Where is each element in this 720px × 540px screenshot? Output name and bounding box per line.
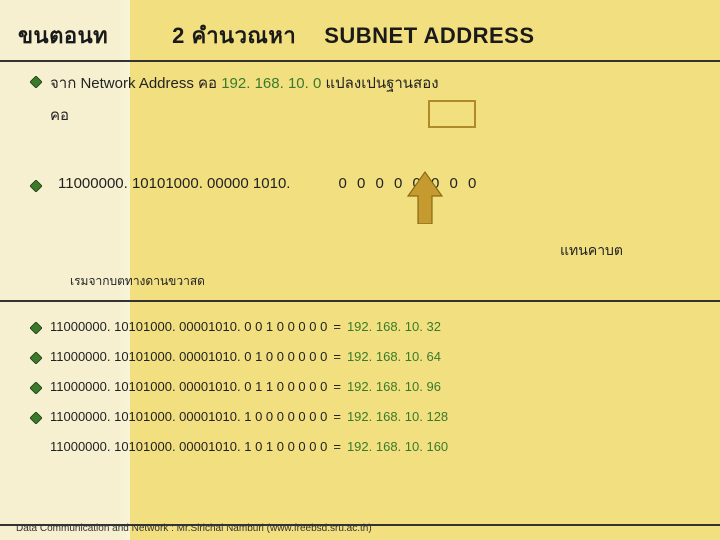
calc-row-3: 11000000. 10101000. 00001010. 1 0 0 0 0 … — [30, 408, 700, 424]
binary-row: 11000000. 10101000. 00000 1010. 0 0 0 0 … — [30, 172, 690, 196]
note-right: แทนคาบต — [560, 240, 623, 262]
calc-bin-1: 11000000. 10101000. 00001010. 0 1 0 0 0 … — [50, 349, 327, 364]
diamond-bullet-icon — [30, 322, 42, 334]
calc-ip-2: 192. 168. 10. 96 — [347, 379, 441, 394]
highlight-box — [428, 100, 476, 128]
note-left: เรมจากบตทางดานขวาสด — [70, 272, 205, 291]
calc-bin-4: 11000000. 10101000. 00001010. 1 0 1 0 0 … — [50, 439, 327, 454]
title-part3: SUBNET ADDRESS — [324, 23, 534, 49]
arrow-icon — [404, 170, 446, 224]
calc-ip-0: 192. 168. 10. 32 — [347, 319, 441, 334]
diamond-bullet-icon — [30, 180, 42, 192]
bullet-line-1: จาก Network Address คอ 192. 168. 10. 0 แ… — [30, 72, 690, 96]
line1-prefix: จาก Network Address คอ — [50, 75, 221, 92]
calc-bin-2: 11000000. 10101000. 00001010. 0 1 1 0 0 … — [50, 379, 327, 394]
calc-block: 11000000. 10101000. 00001010. 0 0 1 0 0 … — [30, 318, 700, 454]
calc-ip-1: 192. 168. 10. 64 — [347, 349, 441, 364]
calc-row-2: 11000000. 10101000. 00001010. 0 1 1 0 0 … — [30, 378, 700, 394]
line1-suffix: แปลงเปนฐานสอง — [325, 75, 438, 92]
calc-eq-3: = — [333, 409, 341, 424]
calc-ip-3: 192. 168. 10. 128 — [347, 409, 448, 424]
calc-bin-3: 11000000. 10101000. 00001010. 1 0 0 0 0 … — [50, 409, 327, 424]
calc-ip-4: 192. 168. 10. 160 — [347, 439, 448, 454]
calc-eq-4: = — [333, 439, 341, 454]
slide: ขนตอนท 2 คำนวณหา SUBNET ADDRESS จาก Netw… — [0, 0, 720, 540]
slide-title: ขนตอนท 2 คำนวณหา SUBNET ADDRESS — [18, 18, 535, 53]
diamond-bullet-icon — [30, 412, 42, 424]
diamond-bullet-icon — [30, 76, 42, 88]
line1b: คอ — [50, 104, 690, 128]
diamond-bullet-icon — [30, 352, 42, 364]
binary-prefix: 11000000. 10101000. 00000 1010. — [58, 172, 290, 196]
diamond-bullet-icon — [30, 382, 42, 394]
divider-top — [0, 60, 720, 62]
footer-text: Data Communication and Network : Mr.Siri… — [16, 523, 706, 534]
divider-mid — [0, 300, 720, 302]
calc-row-4: 11000000. 10101000. 00001010. 1 0 1 0 0 … — [30, 438, 700, 454]
title-part2: 2 คำนวณหา — [172, 18, 296, 53]
calc-eq-2: = — [333, 379, 341, 394]
line1-ip: 192. 168. 10. 0 — [221, 75, 321, 92]
calc-bin-0: 11000000. 10101000. 00001010. 0 0 1 0 0 … — [50, 319, 327, 334]
calc-row-1: 11000000. 10101000. 00001010. 0 1 0 0 0 … — [30, 348, 700, 364]
calc-eq-1: = — [333, 349, 341, 364]
content-area: จาก Network Address คอ 192. 168. 10. 0 แ… — [30, 72, 690, 196]
calc-eq-0: = — [333, 319, 341, 334]
line1-text: จาก Network Address คอ 192. 168. 10. 0 แ… — [50, 72, 439, 96]
title-part1: ขนตอนท — [18, 18, 108, 53]
calc-row-0: 11000000. 10101000. 00001010. 0 0 1 0 0 … — [30, 318, 700, 334]
